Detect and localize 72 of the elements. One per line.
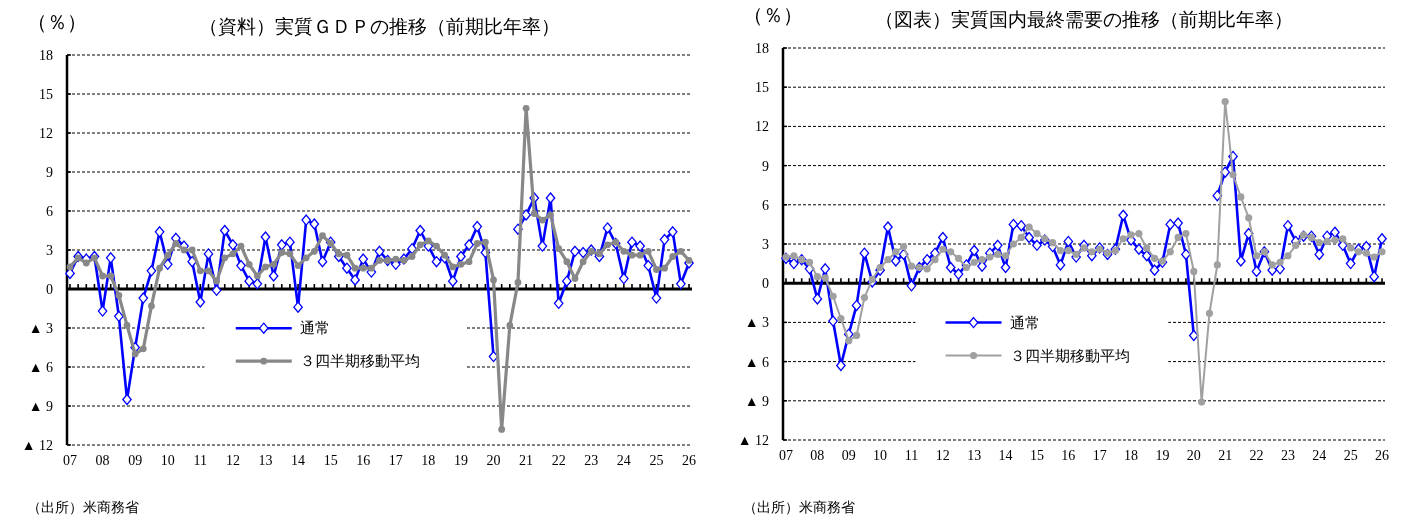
text: （出所）米商務省: [743, 500, 855, 515]
x-tick-label: 24: [616, 453, 631, 468]
x-tick-label: 19: [1155, 448, 1170, 463]
x-tick-label: 17: [388, 453, 403, 468]
y-tick-label: 12: [755, 119, 769, 135]
y-tick-label: 18: [39, 48, 53, 63]
legend-label: ３四半期移動平均: [299, 353, 420, 370]
y-tick-label: 6: [762, 197, 769, 213]
x-tick-label: 21: [1218, 448, 1233, 463]
x-tick-label: 13: [258, 453, 273, 468]
y-tick-label: 15: [39, 87, 53, 102]
y-axis-title: （％）: [27, 11, 87, 33]
x-tick-label: 14: [291, 453, 306, 468]
y-tick-label: 15: [755, 80, 769, 96]
text: （出所）米商務省: [27, 500, 139, 515]
x-tick-label: 08: [95, 453, 110, 468]
x-tick-label: 16: [1061, 448, 1076, 463]
x-tick-label: 26: [1375, 448, 1389, 463]
x-tick-label: 09: [841, 448, 856, 463]
y-tick-label: ▲ 12: [21, 438, 53, 453]
chart-title: （図表）実質国内最終需要の推移（前期比年率）: [875, 9, 1293, 30]
x-tick-label: 11: [904, 448, 919, 463]
x-tick-label: 20: [486, 453, 501, 468]
x-tick-label: 25: [1343, 448, 1358, 463]
x-tick-label: 24: [1312, 448, 1327, 463]
legend-label: 通常: [299, 320, 330, 337]
x-tick-label: 16: [356, 453, 371, 468]
y-tick-label: 12: [39, 126, 53, 141]
y-tick-label: ▲ 9: [744, 393, 769, 409]
x-tick-label: 14: [998, 448, 1013, 463]
x-tick-label: 10: [160, 453, 175, 468]
y-tick-label: ▲ 9: [28, 399, 53, 414]
y-tick-label: 9: [762, 158, 769, 174]
y-tick-label: 18: [755, 41, 769, 56]
x-tick-label: 20: [1186, 448, 1201, 463]
x-tick-label: 15: [323, 453, 338, 468]
x-tick-label: 17: [1092, 448, 1107, 463]
y-tick-label: ▲ 12: [737, 433, 769, 448]
y-tick-label: 6: [46, 204, 53, 219]
x-tick-label: 12: [225, 453, 240, 468]
y-tick-label: 3: [46, 243, 53, 258]
x-tick-label: 08: [810, 448, 825, 463]
y-tick-label: ▲ 3: [744, 315, 769, 331]
y-tick-label: ▲ 3: [28, 321, 53, 336]
x-tick-label: 22: [551, 453, 566, 468]
x-tick-label: 07: [779, 448, 793, 463]
x-tick-label: 11: [193, 453, 208, 468]
x-tick-label: 13: [967, 448, 982, 463]
y-tick-label: 0: [762, 276, 769, 292]
y-tick-label: ▲ 6: [28, 360, 53, 375]
x-tick-label: 25: [649, 453, 664, 468]
x-tick-label: 23: [1280, 448, 1295, 463]
x-tick-label: 09: [128, 453, 143, 468]
x-tick-label: 10: [873, 448, 888, 463]
chart-title: （資料）実質ＧＤＰの推移（前期比年率）: [199, 16, 560, 37]
x-tick-label: 18: [421, 453, 436, 468]
x-tick-label: 15: [1029, 448, 1044, 463]
legend-label: 通常: [1009, 314, 1040, 331]
x-tick-label: 07: [63, 453, 77, 468]
legend-label: ３四半期移動平均: [1009, 347, 1130, 364]
x-tick-label: 21: [519, 453, 534, 468]
x-tick-label: 18: [1124, 448, 1139, 463]
x-tick-label: 12: [935, 448, 950, 463]
x-tick-label: 26: [682, 453, 696, 468]
x-tick-label: 23: [584, 453, 599, 468]
y-tick-label: ▲ 6: [744, 354, 769, 370]
y-tick-label: 9: [46, 165, 53, 180]
x-tick-label: 19: [453, 453, 468, 468]
x-tick-label: 22: [1249, 448, 1264, 463]
y-tick-label: 0: [46, 282, 53, 297]
y-tick-label: 3: [762, 237, 769, 252]
y-axis-title: （％）: [743, 4, 803, 26]
